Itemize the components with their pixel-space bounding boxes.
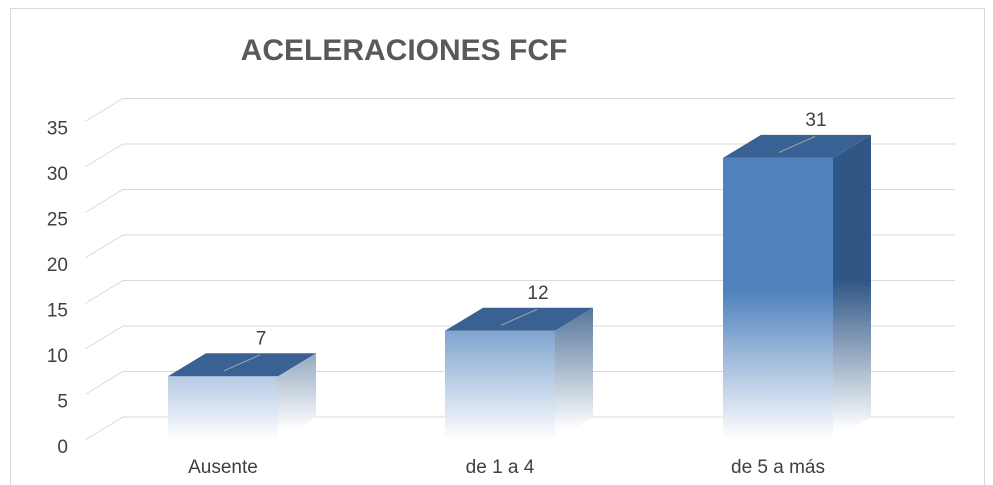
y-tick-label: 0 bbox=[57, 437, 68, 458]
grid-line bbox=[84, 325, 955, 350]
bar-top bbox=[445, 307, 593, 331]
bar bbox=[168, 376, 278, 440]
chart-title: ACELERACIONES FCF bbox=[241, 34, 568, 67]
leader-line bbox=[778, 135, 816, 153]
bar bbox=[445, 330, 555, 440]
grid-line bbox=[84, 143, 955, 168]
grid-line bbox=[84, 416, 955, 441]
value-label: 7 bbox=[256, 328, 267, 349]
bar-side bbox=[278, 353, 316, 440]
bar-top bbox=[168, 353, 316, 377]
grid-line bbox=[84, 189, 955, 213]
grid-line bbox=[84, 98, 955, 122]
y-tick-label: 35 bbox=[47, 119, 68, 140]
bar-side bbox=[833, 134, 871, 440]
y-tick-label: 10 bbox=[47, 346, 68, 367]
x-tick-label: Ausente bbox=[188, 457, 258, 478]
bar-side bbox=[555, 307, 593, 440]
x-tick-label: de 5 a más bbox=[731, 457, 825, 478]
grid-line bbox=[84, 234, 955, 259]
grid-line bbox=[84, 371, 955, 395]
grid-line bbox=[84, 280, 955, 304]
y-tick-label: 5 bbox=[57, 392, 68, 413]
bar-top bbox=[723, 134, 871, 158]
value-label: 12 bbox=[527, 283, 548, 304]
y-tick-label: 25 bbox=[47, 210, 68, 231]
y-tick-label: 15 bbox=[47, 301, 68, 322]
x-tick-label: de 1 a 4 bbox=[466, 457, 535, 478]
chart-border bbox=[10, 8, 985, 485]
bar bbox=[723, 157, 833, 440]
leader-line bbox=[223, 354, 261, 372]
leader-line bbox=[500, 308, 538, 326]
y-tick-label: 20 bbox=[47, 255, 68, 276]
y-tick-label: 30 bbox=[47, 164, 68, 185]
value-label: 31 bbox=[805, 110, 826, 131]
